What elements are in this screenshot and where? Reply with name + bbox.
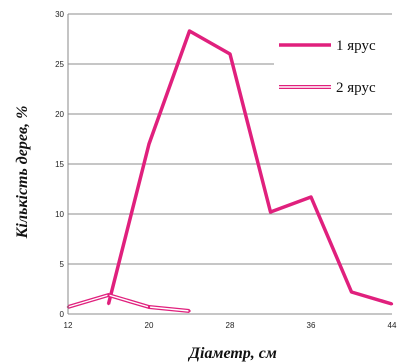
y-tick-label: 10 xyxy=(55,210,64,219)
legend-label: 2 ярус xyxy=(336,80,376,96)
x-tick-label: 36 xyxy=(307,321,316,330)
legend-background xyxy=(274,31,392,95)
y-tick-label: 0 xyxy=(60,310,65,319)
series-line-1 xyxy=(106,29,393,306)
data-point xyxy=(309,195,313,199)
y-tick-label: 20 xyxy=(55,110,64,119)
y-tick-label: 15 xyxy=(55,160,64,169)
data-point xyxy=(188,29,191,33)
legend-label: 1 ярус xyxy=(336,38,376,54)
x-axis-title: Діаметр, см xyxy=(187,345,277,362)
data-point xyxy=(188,309,191,313)
y-axis-title: Кількість дерев, % xyxy=(14,106,31,240)
data-point xyxy=(147,142,151,146)
x-tick-labels: 12 20 28 36 44 xyxy=(64,321,397,330)
data-point xyxy=(350,290,353,294)
y-tick-labels: 0 5 10 15 20 25 30 xyxy=(55,10,64,319)
series-line-inner-2 xyxy=(67,294,190,312)
data-point xyxy=(269,210,272,214)
data-point xyxy=(228,52,232,56)
x-tick-label: 28 xyxy=(226,321,235,330)
data-point xyxy=(107,302,110,306)
data-point xyxy=(107,293,110,297)
data-point xyxy=(390,302,394,306)
y-tick-label: 25 xyxy=(55,60,64,69)
grid-lines xyxy=(68,13,392,315)
series-lines xyxy=(66,29,394,313)
x-tick-label: 20 xyxy=(145,321,154,330)
data-point xyxy=(147,305,151,309)
y-tick-label: 5 xyxy=(60,260,65,269)
x-tick-label: 44 xyxy=(388,321,397,330)
x-tick-label: 12 xyxy=(64,321,73,330)
legend: 1 ярус 2 ярус xyxy=(274,31,392,96)
y-tick-label: 30 xyxy=(55,10,64,19)
